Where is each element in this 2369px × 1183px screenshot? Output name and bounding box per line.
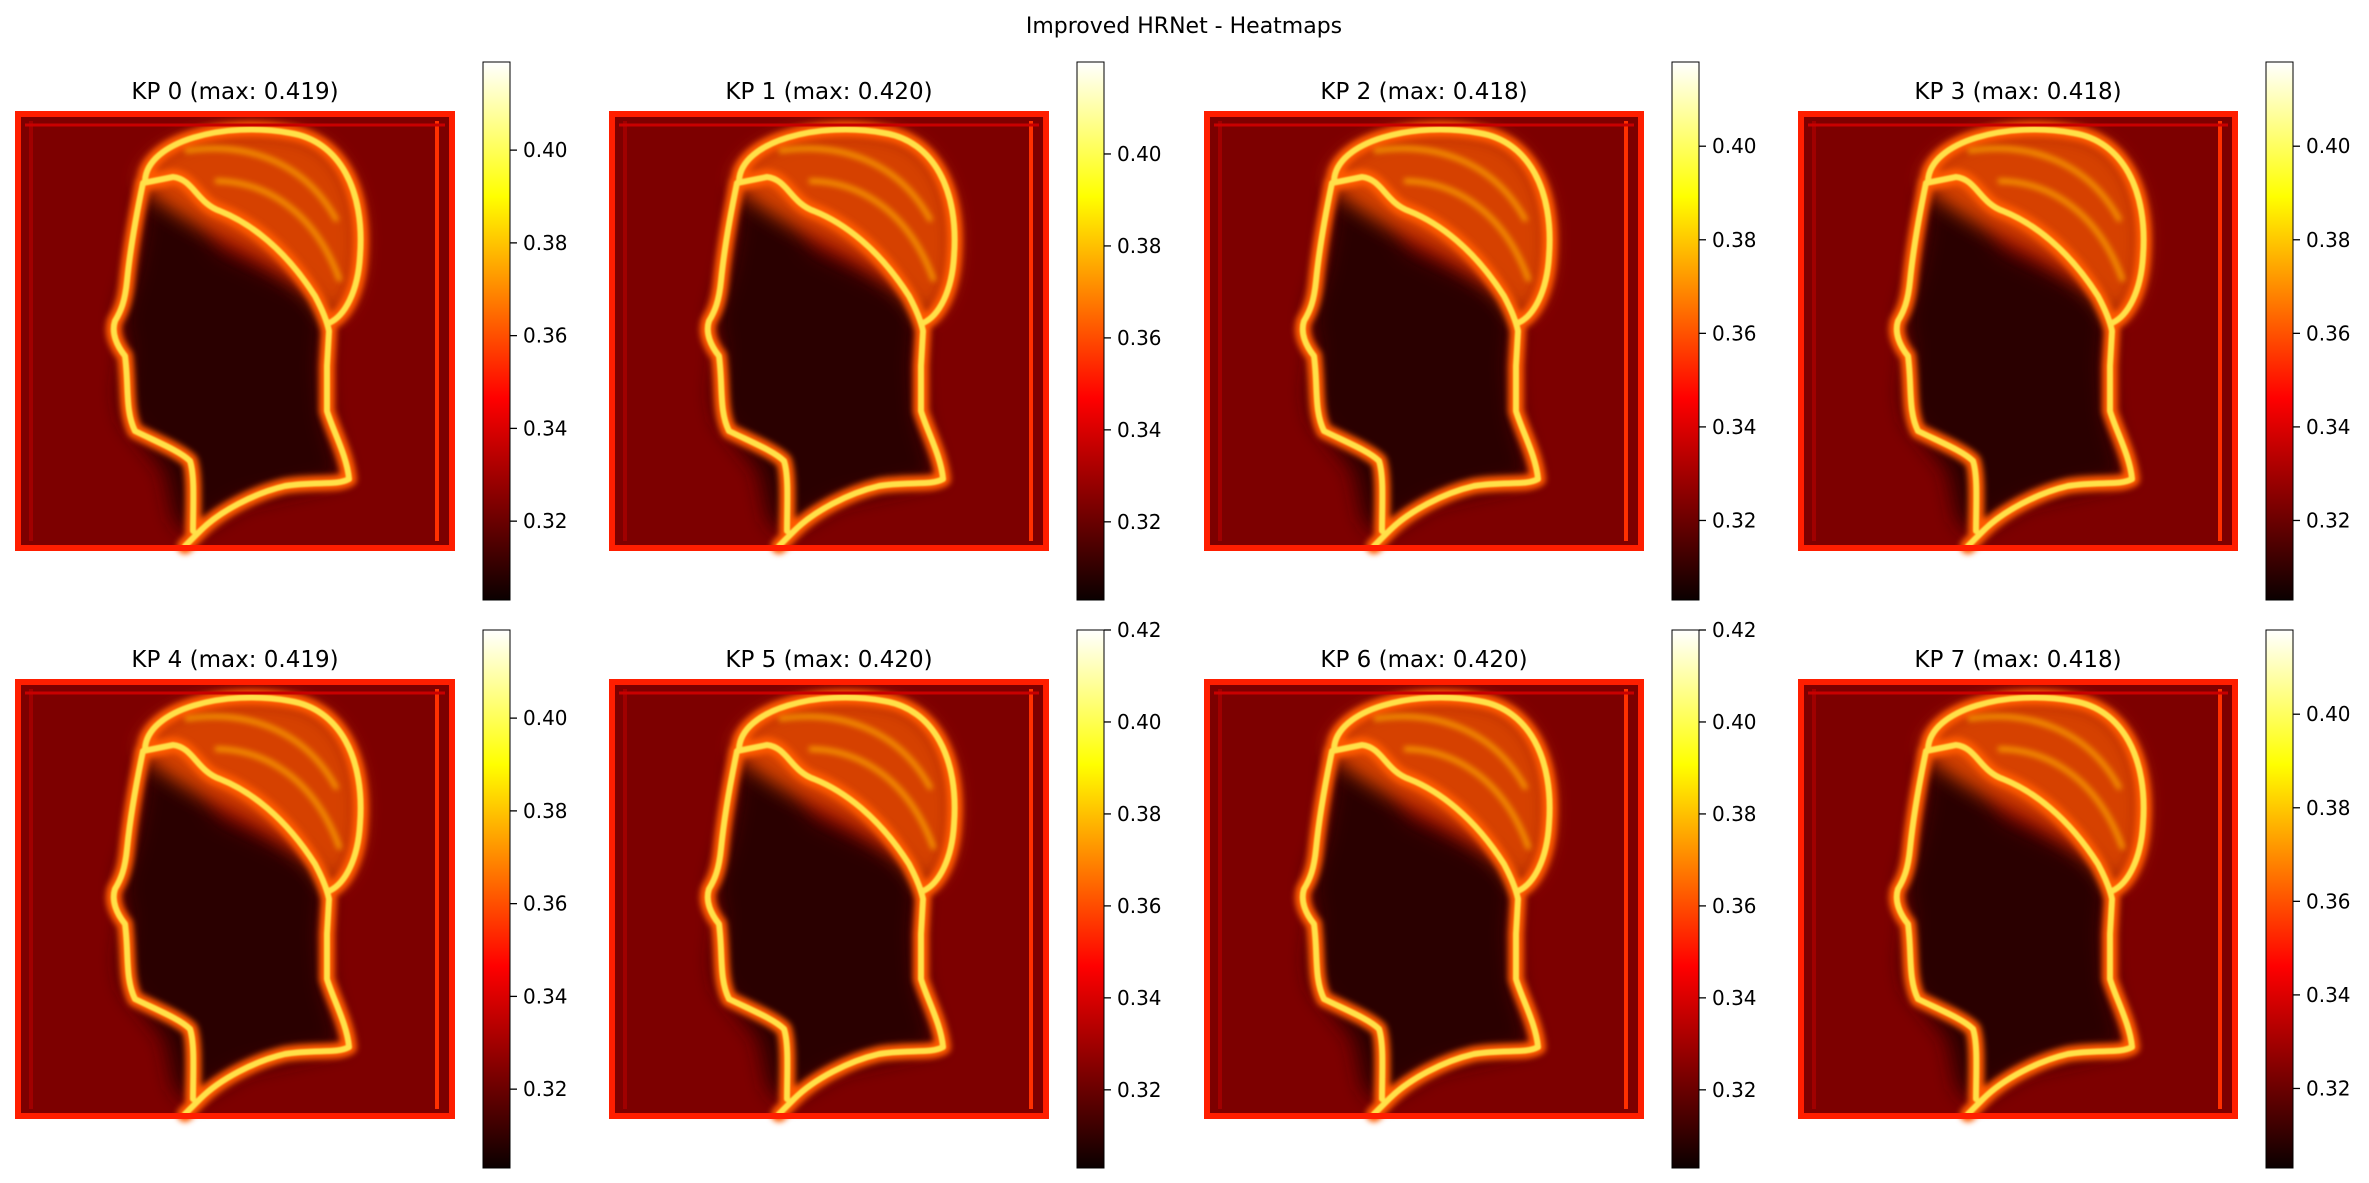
colorbar-tick-label: 0.36 (2306, 321, 2351, 345)
colorbar-tick-label: 0.40 (2306, 134, 2351, 158)
colorbar (1076, 629, 1105, 1169)
colorbar-tick-label: 0.36 (1712, 894, 1757, 918)
colorbar (1671, 61, 1700, 601)
heatmap-image (15, 111, 455, 551)
colorbar-tick-label: 0.40 (523, 706, 568, 730)
heatmap-panel: KP 3 (max: 0.418) 0.32 0.34 0.36 0.38 0.40 (1798, 61, 2351, 601)
heatmap-panel: KP 5 (max: 0.420) 0.32 0.34 0.36 0.38 0.40 0.4… (609, 618, 1162, 1169)
colorbar (2265, 629, 2294, 1169)
heatmap-title: KP 6 (max: 0.420) (1320, 647, 1527, 673)
heatmap-title: KP 0 (max: 0.419) (131, 79, 338, 105)
colorbar-tick-label: 0.32 (523, 509, 568, 533)
heatmap-panel: KP 6 (max: 0.420) 0.32 0.34 0.36 0.38 0.40 0.4… (1204, 618, 1757, 1169)
colorbar (1671, 629, 1700, 1169)
heatmap-title: KP 5 (max: 0.420) (725, 647, 932, 673)
figure-suptitle: Improved HRNet - Heatmaps (1026, 14, 1342, 39)
colorbar (482, 629, 511, 1169)
colorbar-tick-label: 0.34 (2306, 415, 2351, 439)
heatmap-panel: KP 1 (max: 0.420) 0.32 0.34 0.36 0.38 0.40 (609, 61, 1162, 601)
colorbar-tick-label: 0.34 (2306, 983, 2351, 1007)
heatmap-image (15, 679, 455, 1119)
colorbar-tick-label: 0.40 (2306, 702, 2351, 726)
heatmap-image (1798, 111, 2238, 551)
colorbar-tick-label: 0.40 (523, 138, 568, 162)
colorbar-tick-label: 0.36 (1712, 321, 1757, 345)
colorbar-tick-label: 0.40 (1712, 710, 1757, 734)
colorbar-tick-label: 0.36 (523, 324, 568, 348)
heatmap-image (609, 679, 1049, 1119)
colorbar-tick-label: 0.34 (1117, 986, 1162, 1010)
colorbar (1076, 61, 1105, 601)
colorbar-tick-label: 0.36 (523, 892, 568, 916)
colorbar-tick-label: 0.38 (1117, 234, 1162, 258)
colorbar-tick-label: 0.38 (1712, 228, 1757, 252)
colorbar-tick-label: 0.38 (523, 231, 568, 255)
heatmap-image (609, 111, 1049, 551)
heatmap-title: KP 3 (max: 0.418) (1914, 79, 2121, 105)
colorbar-tick-label: 0.32 (2306, 1076, 2351, 1100)
heatmap-panel: KP 2 (max: 0.418) 0.32 0.34 0.36 0.38 0.40 (1204, 61, 1757, 601)
colorbar-tick-label: 0.36 (1117, 326, 1162, 350)
colorbar-tick-label: 0.32 (1712, 1078, 1757, 1102)
heatmap-title: KP 2 (max: 0.418) (1320, 79, 1527, 105)
colorbar-tick-label: 0.34 (1712, 415, 1757, 439)
colorbar-tick-label: 0.40 (1117, 142, 1162, 166)
colorbar-tick-label: 0.32 (1712, 508, 1757, 532)
colorbar (482, 61, 511, 601)
colorbar-tick-label: 0.38 (1712, 802, 1757, 826)
colorbar-tick-label: 0.42 (1712, 618, 1757, 642)
heatmap-image (1204, 679, 1644, 1119)
colorbar-tick-label: 0.32 (523, 1077, 568, 1101)
colorbar-tick-label: 0.38 (523, 799, 568, 823)
heatmap-panel: KP 0 (max: 0.419) 0.32 0.34 0.36 0.38 0.40 (15, 61, 568, 601)
colorbar-tick-label: 0.38 (2306, 796, 2351, 820)
colorbar-tick-label: 0.34 (1117, 418, 1162, 442)
heatmap-title: KP 4 (max: 0.419) (131, 647, 338, 673)
colorbar-tick-label: 0.42 (1117, 618, 1162, 642)
colorbar-tick-label: 0.36 (2306, 889, 2351, 913)
heatmap-image (1204, 111, 1644, 551)
colorbar-tick-label: 0.36 (1117, 894, 1162, 918)
colorbar (2265, 61, 2294, 601)
colorbar-tick-label: 0.38 (2306, 228, 2351, 252)
colorbar-tick-label: 0.32 (1117, 1078, 1162, 1102)
heatmap-panel: KP 7 (max: 0.418) 0.32 0.34 0.36 0.38 0.40 (1798, 629, 2351, 1169)
heatmap-title: KP 7 (max: 0.418) (1914, 647, 2121, 673)
colorbar-tick-label: 0.40 (1117, 710, 1162, 734)
colorbar-tick-label: 0.38 (1117, 802, 1162, 826)
colorbar-tick-label: 0.40 (1712, 134, 1757, 158)
colorbar-tick-label: 0.32 (1117, 510, 1162, 534)
colorbar-tick-label: 0.34 (523, 984, 568, 1008)
heatmap-title: KP 1 (max: 0.420) (725, 79, 932, 105)
heatmap-panel: KP 4 (max: 0.419) 0.32 0.34 0.36 0.38 0.40 (15, 629, 568, 1169)
colorbar-tick-label: 0.32 (2306, 508, 2351, 532)
colorbar-tick-label: 0.34 (1712, 986, 1757, 1010)
heatmap-image (1798, 679, 2238, 1119)
colorbar-tick-label: 0.34 (523, 416, 568, 440)
